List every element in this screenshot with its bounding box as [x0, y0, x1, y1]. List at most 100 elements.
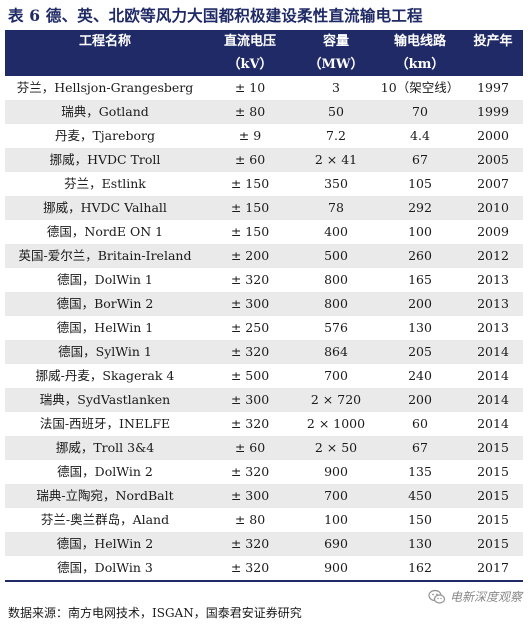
cell-dc-voltage: ± 500	[230, 368, 270, 383]
header-project-name-unit	[5, 53, 205, 76]
cell-capacity: 900	[295, 556, 377, 582]
header-dc-voltage-unit: （kV）	[227, 57, 273, 72]
cell-capacity: 700	[324, 368, 348, 383]
cell-commission-year: 2005	[477, 152, 509, 167]
header-row-2: （kV） （MW） （km）	[5, 53, 523, 76]
table-row: 芬兰，Hellsjon-Grangesberg ± 10 3 10（架空线） 1997	[5, 76, 523, 100]
table-row: 德国，DolWin 2 ± 320 900 135 2015	[5, 460, 523, 484]
cell-line-length: 67	[412, 440, 428, 455]
cell-line-length: 260	[408, 248, 432, 263]
table-row: 瑞典，SydVastlanken ± 300 2 × 720 200 2014	[5, 388, 523, 412]
cell-line-length: 150	[408, 512, 432, 527]
cell-line-length: 200	[408, 392, 432, 407]
table-row: 英国-爱尔兰，Britain-Ireland ± 200 500 260 2012	[5, 244, 523, 268]
cell-dc-voltage: ± 320	[205, 556, 295, 582]
cell-dc-voltage: ± 320	[230, 272, 270, 287]
cell-dc-voltage: ± 60	[234, 440, 266, 455]
cell-dc-voltage: ± 300	[230, 392, 270, 407]
cell-project-name: 芬兰，Hellsjon-Grangesberg	[16, 80, 194, 95]
cell-capacity: 800	[324, 296, 348, 311]
cell-capacity: 100	[324, 512, 348, 527]
table-row: 挪威，HVDC Troll ± 60 2 × 41 67 2005	[5, 148, 523, 172]
cell-capacity: 7.2	[326, 128, 346, 143]
data-table: 工程名称 直流电压 容量 输电线路 投产年 （kV） （MW） （km） 芬兰，…	[5, 30, 523, 582]
cell-commission-year: 2015	[477, 464, 509, 479]
cell-capacity: 3	[332, 80, 340, 95]
cell-dc-voltage: ± 200	[230, 248, 270, 263]
cell-project-name: 挪威-丹麦，Skagerak 4	[35, 368, 175, 383]
table-row: 德国，NordE ON 1 ± 150 400 100 2009	[5, 220, 523, 244]
cell-line-length: 135	[408, 464, 432, 479]
data-source-note: 数据来源：南方电网技术，ISGAN，国泰君安证券研究	[8, 606, 302, 620]
table-body: 芬兰，Hellsjon-Grangesberg ± 10 3 10（架空线） 1997 瑞…	[5, 76, 523, 582]
cell-commission-year: 2014	[477, 368, 509, 383]
cell-dc-voltage: ± 320	[230, 536, 270, 551]
cell-line-length: 205	[408, 344, 432, 359]
cell-project-name: 挪威，Troll 3&4	[55, 440, 155, 455]
table-row: 瑞典-立陶宛，NordBalt ± 300 700 450 2015	[5, 484, 523, 508]
header-line-length-unit: （km）	[395, 57, 445, 72]
cell-commission-year: 2013	[477, 296, 509, 311]
cell-commission-year: 2015	[477, 488, 509, 503]
cell-project-name: 丹麦，Tjareborg	[54, 128, 156, 143]
cell-line-length: 240	[408, 368, 432, 383]
cell-commission-year: 2014	[477, 344, 509, 359]
table-header: 工程名称 直流电压 容量 输电线路 投产年 （kV） （MW） （km）	[5, 30, 523, 76]
cell-project-name: 德国，NordE ON 1	[46, 224, 164, 239]
cell-line-length: 100	[408, 224, 432, 239]
table-row: 德国，DolWin 3 ± 320 900 162 2017	[5, 556, 523, 582]
cell-project-name: 德国，HelWin 1	[56, 320, 154, 335]
table-row: 芬兰，Estlink ± 150 350 105 2007	[5, 172, 523, 196]
cell-line-length: 70	[412, 104, 428, 119]
header-commission-year-unit	[463, 53, 523, 76]
cell-capacity: 576	[324, 320, 348, 335]
cell-dc-voltage: ± 320	[230, 464, 270, 479]
table-row: 挪威-丹麦，Skagerak 4 ± 500 700 240 2014	[5, 364, 523, 388]
watermark: 电新深度观察	[428, 588, 522, 605]
header-capacity-unit: （MW）	[308, 57, 364, 72]
cell-line-length: 67	[412, 152, 428, 167]
cell-dc-voltage: ± 150	[230, 224, 270, 239]
table-row: 芬兰-奥兰群岛，Aland ± 80 100 150 2015	[5, 508, 523, 532]
cell-capacity: 864	[324, 344, 348, 359]
cell-capacity: 50	[328, 104, 344, 119]
table-row: 德国，HelWin 1 ± 250 576 130 2013	[5, 316, 523, 340]
cell-line-length: 292	[408, 200, 432, 215]
cell-project-name: 德国，DolWin 1	[57, 272, 153, 287]
cell-project-name: 瑞典，Gotland	[61, 104, 149, 119]
cell-line-length: 60	[412, 416, 428, 431]
cell-commission-year: 2013	[477, 272, 509, 287]
cell-commission-year: 2010	[477, 200, 509, 215]
cell-line-length: 200	[408, 296, 432, 311]
cell-dc-voltage: ± 80	[234, 104, 266, 119]
cell-project-name: 英国-爱尔兰，Britain-Ireland	[18, 248, 192, 263]
table-row: 瑞典，Gotland ± 80 50 70 1999	[5, 100, 523, 124]
cell-project-name: 芬兰，Estlink	[64, 176, 146, 191]
header-dc-voltage: 直流电压	[223, 34, 276, 49]
cell-project-name: 德国，BorWin 2	[56, 296, 154, 311]
header-project-name: 工程名称	[78, 34, 131, 49]
cell-capacity: 350	[324, 176, 348, 191]
cell-capacity: 78	[328, 200, 344, 215]
cell-dc-voltage: ± 10	[234, 80, 266, 95]
cell-capacity: 800	[324, 272, 348, 287]
wechat-icon	[428, 589, 446, 604]
table-row: 挪威，Troll 3&4 ± 60 2 × 50 67 2015	[5, 436, 523, 460]
cell-project-name: 德国，DolWin 2	[57, 464, 153, 479]
cell-commission-year: 2014	[477, 392, 509, 407]
cell-commission-year: 2015	[477, 512, 509, 527]
cell-capacity: 500	[324, 248, 348, 263]
cell-commission-year: 2015	[477, 440, 509, 455]
header-capacity: 容量	[322, 34, 349, 49]
cell-dc-voltage: ± 80	[234, 512, 266, 527]
cell-commission-year: 2007	[477, 176, 509, 191]
cell-project-name: 德国，SylWin 1	[58, 344, 152, 359]
data-table-container: 工程名称 直流电压 容量 输电线路 投产年 （kV） （MW） （km） 芬兰，…	[5, 30, 523, 582]
cell-commission-year: 2009	[477, 224, 509, 239]
cell-project-name: 德国，DolWin 3	[5, 556, 205, 582]
cell-commission-year: 2014	[477, 416, 509, 431]
cell-commission-year: 2015	[477, 536, 509, 551]
cell-capacity: 690	[324, 536, 348, 551]
cell-capacity: 700	[324, 488, 348, 503]
cell-dc-voltage: ± 320	[230, 416, 270, 431]
